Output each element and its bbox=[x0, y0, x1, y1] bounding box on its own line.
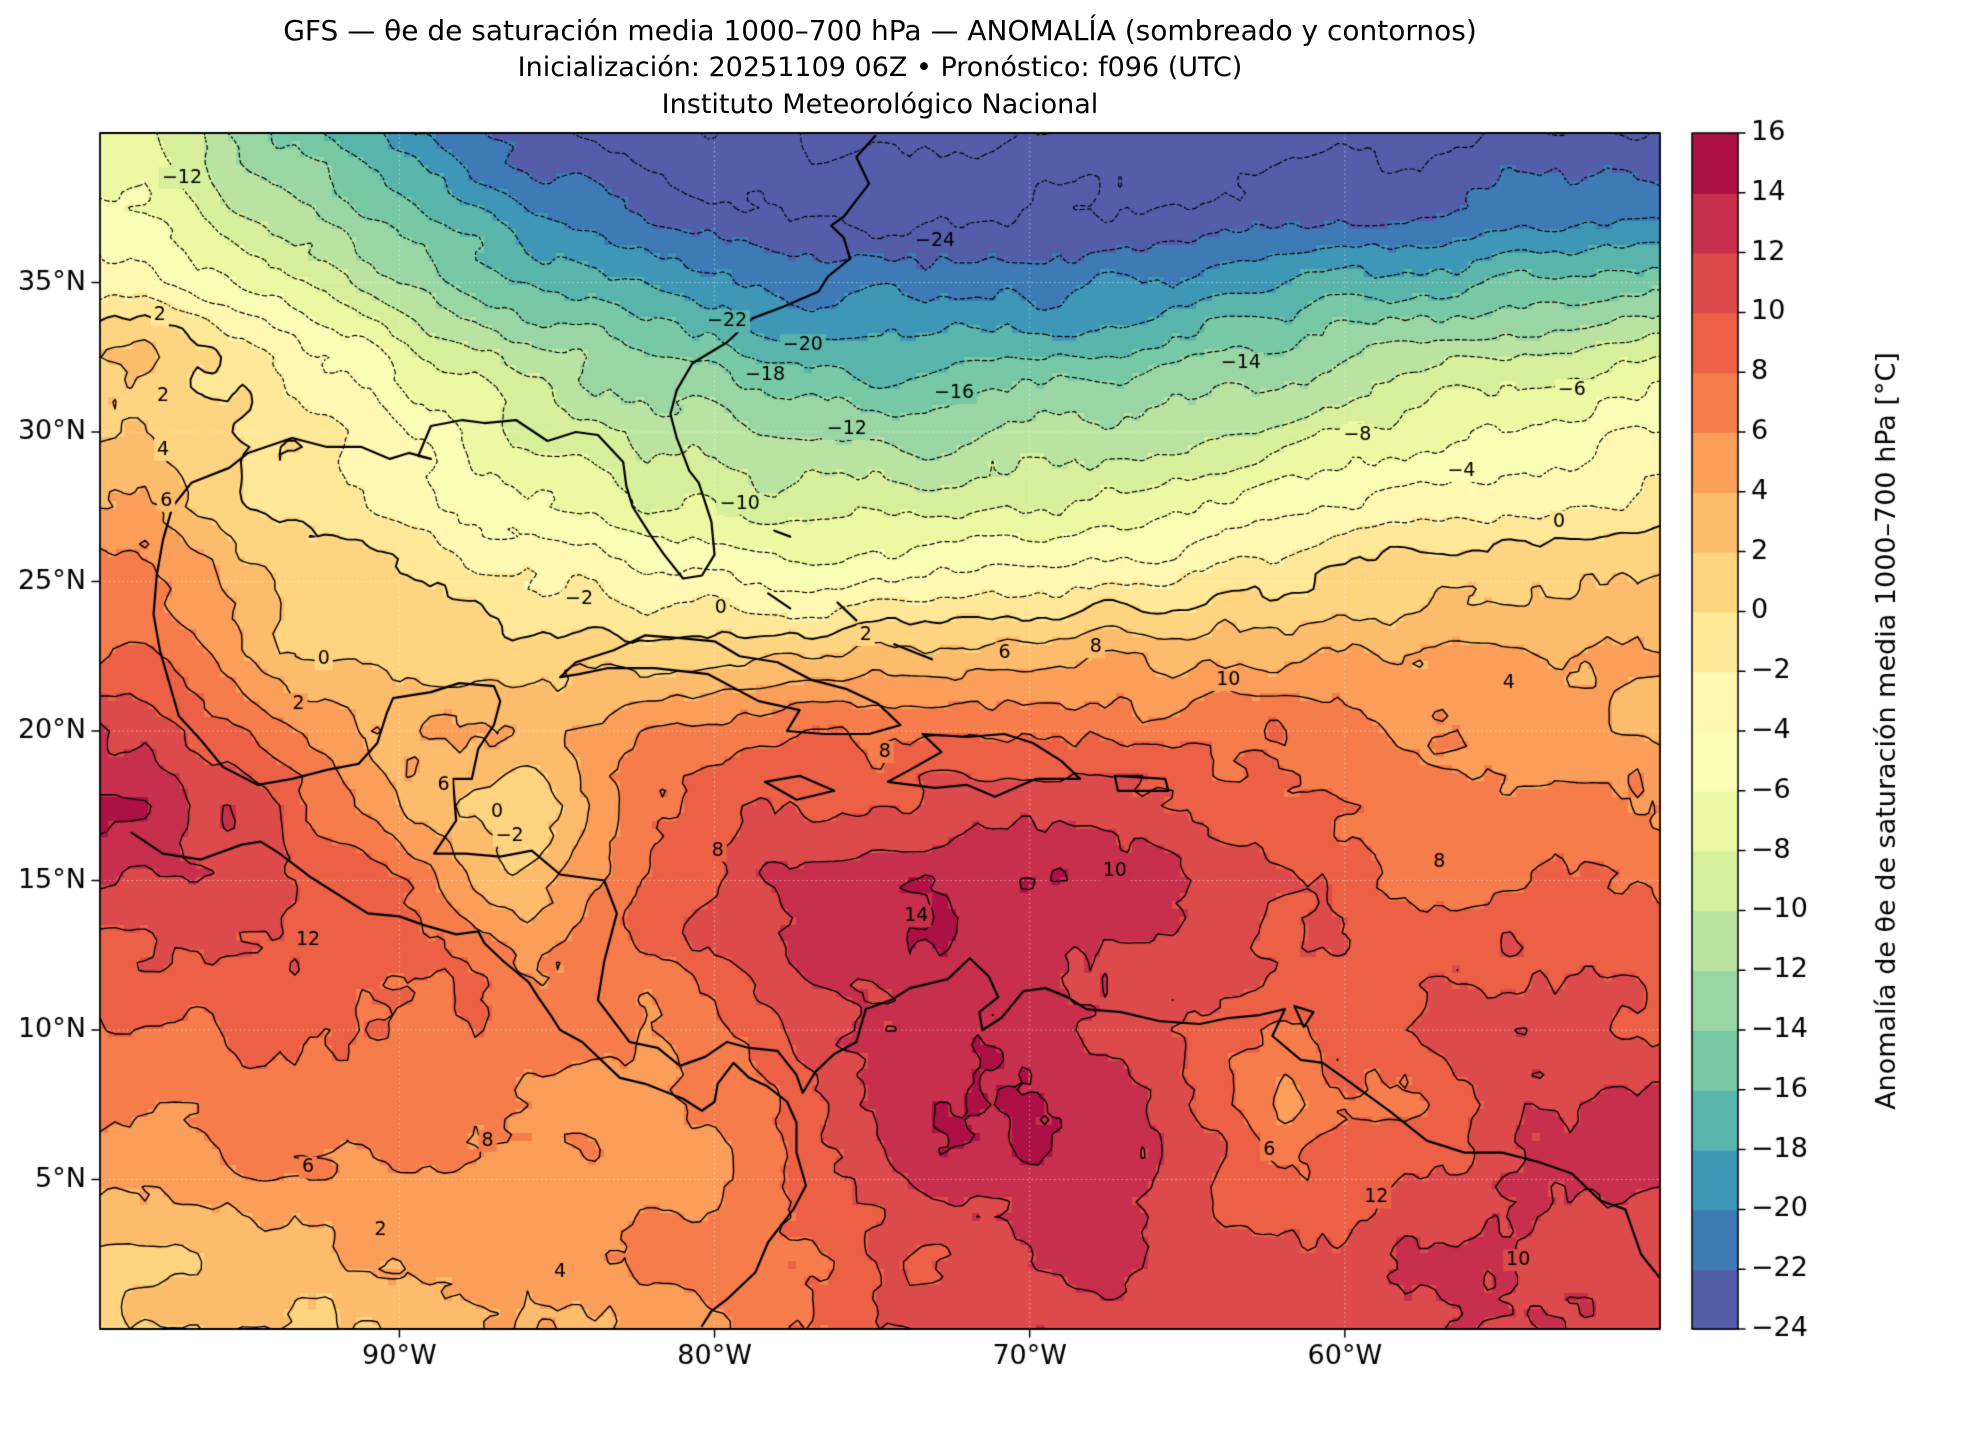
chart-institution: Instituto Meteorológico Nacional bbox=[661, 89, 1099, 120]
chart-subtitle: Inicialización: 20251109 06Z • Pronóstic… bbox=[517, 52, 1243, 83]
chart-title: GFS — θe de saturación media 1000–700 hP… bbox=[283, 14, 1477, 47]
